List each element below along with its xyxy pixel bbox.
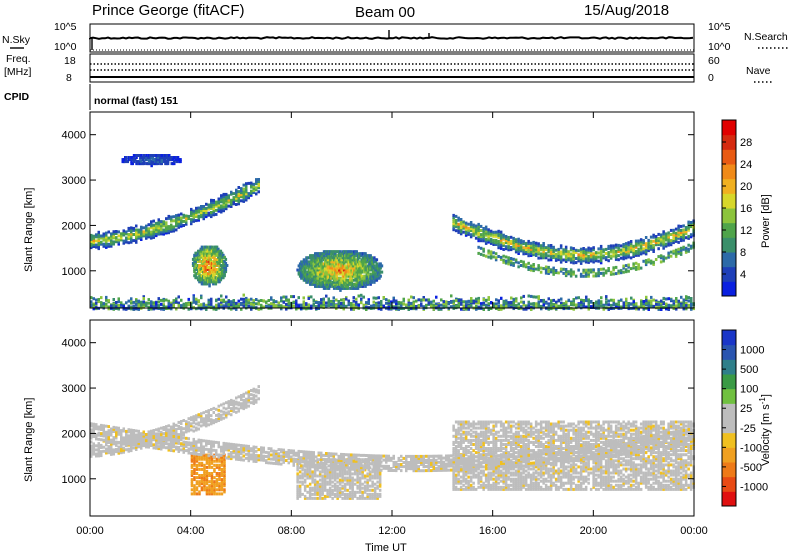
power-colorbar-label: Power [dB] [760, 194, 772, 248]
velocity-ytick-label: 1000 [62, 474, 86, 486]
power-ytick-label: 2000 [62, 220, 86, 232]
velocity-cbar-swatch [722, 433, 736, 448]
nsky-left-bottom: 10^0 [54, 41, 77, 53]
velocity-cbar-tick-label: 500 [740, 364, 758, 376]
nsky-panel: N.Sky 10^5 10^0 10^5 10^0 N.Search [2, 21, 788, 53]
power-ytick-label: 3000 [62, 175, 86, 187]
nsky-right-bottom: 10^0 [708, 41, 731, 53]
velocity-cbar-swatch [722, 389, 736, 404]
velocity-ytick-label: 3000 [62, 383, 86, 395]
power-cbar-swatch [722, 149, 736, 164]
power-cbar-tick-label: 20 [740, 181, 752, 193]
power-ylabel: Slant Range [km] [23, 188, 35, 272]
x-tick-label: 16:00 [479, 525, 507, 537]
nsearch-label: N.Search [744, 31, 788, 43]
velocity-cbar-swatch [722, 345, 736, 360]
velocity-cbar-tick-label: -25 [740, 423, 756, 435]
power-cbar-swatch [722, 120, 736, 135]
power-cbar-swatch [722, 193, 736, 208]
cpid-program: normal (fast) 151 [94, 95, 178, 107]
date-label: 15/Aug/2018 [584, 2, 669, 19]
station-title: Prince George (fitACF) [92, 2, 245, 19]
nsky-trace [90, 37, 693, 39]
power-panel: 1000 2000 3000 4000 Slant Range [km] [23, 112, 695, 311]
velocity-cbar-tick-label: -500 [740, 462, 762, 474]
x-tick-label: 20:00 [580, 525, 608, 537]
nsky-right-top: 10^5 [708, 21, 731, 33]
power-frame [90, 112, 694, 308]
x-tick-label: 04:00 [177, 525, 205, 537]
velocity-cbar-swatch [722, 330, 736, 345]
power-cbar-tick-label: 8 [740, 247, 746, 259]
nave-label: Nave [746, 65, 771, 77]
velocity-cbar-swatch [722, 403, 736, 418]
freq-left-bottom: 8 [66, 72, 72, 84]
x-axis-label: Time UT [365, 542, 407, 554]
cpid-label: CPID [4, 91, 30, 103]
velocity-cbar-tick-label: -100 [740, 442, 762, 454]
power-feature-2 [192, 246, 229, 288]
power-cbar-swatch [722, 252, 736, 267]
velocity-feature-1 [191, 454, 226, 496]
power-cbar-tick-label: 16 [740, 203, 752, 215]
velocity-panel: 1000 2000 3000 4000 Slant Range [km] [23, 320, 695, 516]
x-tick-labels: 00:00 04:00 08:00 12:00 16:00 20:00 00:00 [76, 525, 708, 537]
freq-panel: Freq. [MHz] 18 8 60 0 Nave [4, 53, 774, 84]
velocity-cbar-swatch [722, 374, 736, 389]
power-cbar-tick-label: 28 [740, 137, 752, 149]
power-cbar-swatch [722, 281, 736, 296]
velocity-ytick-label: 2000 [62, 428, 86, 440]
velocity-cbar-tick-label: -1000 [740, 481, 768, 493]
velocity-cbar-swatch [722, 462, 736, 477]
x-tick-label: 00:00 [76, 525, 104, 537]
velocity-cbar-swatch [722, 491, 736, 506]
velocity-colorbar-label: Velocity [m s-1] [758, 394, 772, 466]
velocity-cbar-swatch [722, 477, 736, 492]
x-tick-label: 08:00 [278, 525, 306, 537]
power-feature-0 [90, 178, 260, 250]
power-cbar-tick-label: 12 [740, 225, 752, 237]
power-cbar-swatch [722, 208, 736, 223]
freq-left-top: 18 [64, 55, 76, 67]
power-feature-3 [296, 250, 383, 292]
power-cbar-swatch [722, 237, 736, 252]
velocity-cbar-swatch [722, 359, 736, 374]
power-cbar-tick-label: 4 [740, 269, 746, 281]
power-feature-4 [452, 214, 695, 278]
beam-label: Beam 00 [355, 4, 415, 21]
freq-right-bottom: 0 [708, 72, 714, 84]
velocity-cbar-tick-label: 1000 [740, 345, 764, 357]
freq-right-top: 60 [708, 55, 720, 67]
freq-label-1: Freq. [6, 53, 31, 65]
velocity-ylabel: Slant Range [km] [23, 398, 35, 482]
freq-label-2: [MHz] [4, 66, 31, 78]
velocity-cbar-swatch [722, 447, 736, 462]
velocity-ytick-label: 4000 [62, 338, 86, 350]
power-colorbar: 4 8 12 16 20 24 28 [722, 120, 752, 297]
power-ytick-label: 4000 [62, 130, 86, 142]
power-data [90, 154, 695, 311]
power-cbar-swatch [722, 164, 736, 179]
power-feature-1 [122, 154, 182, 167]
power-ytick-label: 1000 [62, 266, 86, 278]
velocity-cbar-tick-label: 25 [740, 403, 752, 415]
x-tick-label: 00:00 [680, 525, 708, 537]
nsky-label: N.Sky [2, 34, 31, 46]
x-tick-label: 12:00 [378, 525, 406, 537]
velocity-cbar-tick-label: 100 [740, 384, 758, 396]
nsky-left-top: 10^5 [54, 21, 77, 33]
velocity-data [90, 385, 695, 500]
power-cbar-tick-label: 24 [740, 159, 752, 171]
velocity-cbar-swatch [722, 418, 736, 433]
